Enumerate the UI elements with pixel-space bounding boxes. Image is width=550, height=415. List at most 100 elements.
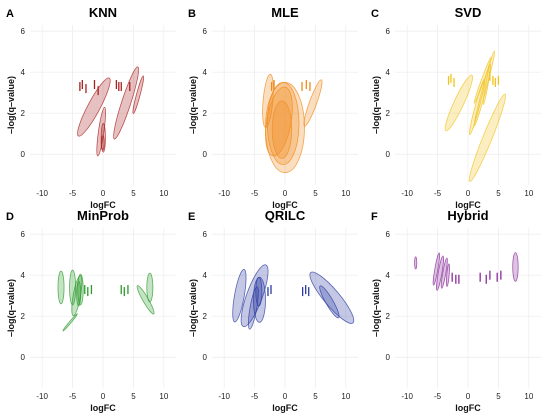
y-tick-label: 6 bbox=[386, 27, 391, 36]
x-tick-label: 5 bbox=[496, 189, 501, 198]
x-tick-label: 0 bbox=[283, 392, 288, 401]
panel-letter: B bbox=[188, 8, 196, 20]
confidence-ellipse bbox=[432, 252, 440, 286]
panel-e: -10 -5 0 5 10 0 2 4 6 logFC –log(q–value) E QRILC bbox=[188, 208, 358, 413]
confidence-ellipse bbox=[445, 263, 450, 287]
x-tick-label: 5 bbox=[313, 392, 318, 401]
x-axis-label: logFC bbox=[272, 200, 298, 210]
confidence-ellipse bbox=[100, 135, 105, 151]
panel-letter: F bbox=[371, 211, 378, 223]
panel-title: Hybrid bbox=[447, 208, 488, 223]
x-tick-label: 10 bbox=[341, 392, 350, 401]
panel-title: QRILC bbox=[265, 208, 306, 223]
panel-a-grid bbox=[30, 25, 176, 185]
confidence-ellipse bbox=[436, 255, 444, 291]
panel-a: -10 -5 0 5 10 0 2 4 6 logFC –log(q–value) A KNN bbox=[6, 5, 176, 210]
x-tick-label: 0 bbox=[466, 392, 471, 401]
x-tick-label: -5 bbox=[251, 392, 259, 401]
confidence-ellipse bbox=[444, 74, 474, 132]
x-tick-label: 0 bbox=[101, 189, 106, 198]
x-tick-label: 10 bbox=[159, 392, 168, 401]
panel-letter: C bbox=[371, 8, 379, 20]
confidence-ellipse bbox=[473, 56, 492, 104]
x-axis-label: logFC bbox=[90, 200, 116, 210]
confidence-ellipse bbox=[512, 252, 519, 282]
panel-d-marks bbox=[57, 269, 155, 332]
x-tick-label: -5 bbox=[434, 392, 442, 401]
x-tick-label: 5 bbox=[131, 392, 136, 401]
panel-c: -10 -5 0 5 10 0 2 4 6 logFC –log(q–value) C SVD bbox=[371, 5, 541, 210]
confidence-ellipse bbox=[132, 75, 145, 114]
panel-letter: E bbox=[188, 211, 195, 223]
x-tick-label: -10 bbox=[218, 189, 230, 198]
x-tick-label: 10 bbox=[159, 189, 168, 198]
panel-f: -10 -5 0 5 10 0 2 4 6 logFC –log(q–value) F Hybrid bbox=[371, 208, 541, 413]
y-tick-label: 2 bbox=[21, 109, 26, 118]
x-tick-label: 5 bbox=[313, 189, 318, 198]
y-tick-label: 0 bbox=[203, 353, 208, 362]
x-axis-label: logFC bbox=[272, 403, 298, 413]
confidence-ellipse bbox=[69, 269, 77, 306]
confidence-ellipse bbox=[473, 50, 496, 127]
y-tick-label: 4 bbox=[21, 68, 26, 77]
x-tick-label: 5 bbox=[496, 392, 501, 401]
x-tick-label: -10 bbox=[401, 189, 413, 198]
panel-f-grid bbox=[395, 228, 541, 388]
confidence-ellipse bbox=[232, 269, 247, 323]
y-tick-label: 0 bbox=[386, 353, 391, 362]
confidence-ellipse bbox=[482, 63, 492, 106]
y-tick-label: 6 bbox=[21, 27, 26, 36]
panel-title: MLE bbox=[271, 5, 299, 20]
confidence-ellipse bbox=[57, 270, 65, 305]
x-tick-label: 10 bbox=[341, 189, 350, 198]
panel-b-grid bbox=[212, 25, 358, 185]
y-tick-label: 2 bbox=[386, 109, 391, 118]
panel-e-marks bbox=[232, 264, 355, 330]
x-tick-label: -5 bbox=[251, 189, 259, 198]
confidence-ellipse bbox=[136, 285, 155, 315]
confidence-ellipse bbox=[468, 93, 507, 182]
y-tick-label: 6 bbox=[203, 230, 208, 239]
y-axis-label: –log(q–value) bbox=[371, 76, 381, 134]
y-tick-label: 6 bbox=[386, 230, 391, 239]
x-tick-label: -5 bbox=[69, 189, 77, 198]
confidence-ellipse bbox=[309, 271, 355, 324]
x-tick-label: -10 bbox=[36, 392, 48, 401]
confidence-ellipse bbox=[255, 276, 263, 307]
y-axis-label: –log(q–value) bbox=[188, 279, 198, 337]
y-tick-label: 4 bbox=[203, 68, 208, 77]
panel-title: KNN bbox=[89, 5, 117, 20]
x-tick-label: -5 bbox=[434, 189, 442, 198]
y-tick-label: 4 bbox=[203, 271, 208, 280]
panel-f-marks bbox=[414, 252, 519, 291]
x-tick-label: 10 bbox=[524, 189, 533, 198]
x-tick-label: 0 bbox=[101, 392, 106, 401]
panel-letter: A bbox=[6, 8, 14, 20]
x-tick-label: 0 bbox=[466, 189, 471, 198]
y-tick-label: 2 bbox=[203, 109, 208, 118]
y-tick-label: 4 bbox=[21, 271, 26, 280]
panel-title: SVD bbox=[455, 5, 482, 20]
y-axis-label: –log(q–value) bbox=[188, 76, 198, 134]
panel-e-grid bbox=[212, 228, 358, 388]
panel-title: MinProb bbox=[77, 208, 129, 223]
y-tick-label: 4 bbox=[386, 68, 391, 77]
panel-a-marks bbox=[77, 66, 145, 157]
x-axis-label: logFC bbox=[455, 200, 481, 210]
panel-d-grid bbox=[30, 228, 176, 388]
x-tick-label: -10 bbox=[36, 189, 48, 198]
y-tick-label: 4 bbox=[386, 271, 391, 280]
x-tick-label: -10 bbox=[218, 392, 230, 401]
x-tick-label: 0 bbox=[283, 189, 288, 198]
y-tick-label: 6 bbox=[21, 230, 26, 239]
panel-b-marks bbox=[262, 73, 323, 174]
y-tick-label: 2 bbox=[203, 312, 208, 321]
panel-c-grid bbox=[395, 25, 541, 185]
x-tick-label: -10 bbox=[401, 392, 413, 401]
confidence-ellipse bbox=[76, 280, 82, 307]
panel-c-marks bbox=[444, 50, 507, 182]
x-axis-label: logFC bbox=[90, 403, 116, 413]
confidence-ellipse bbox=[414, 256, 418, 270]
confidence-ellipse bbox=[266, 82, 300, 165]
